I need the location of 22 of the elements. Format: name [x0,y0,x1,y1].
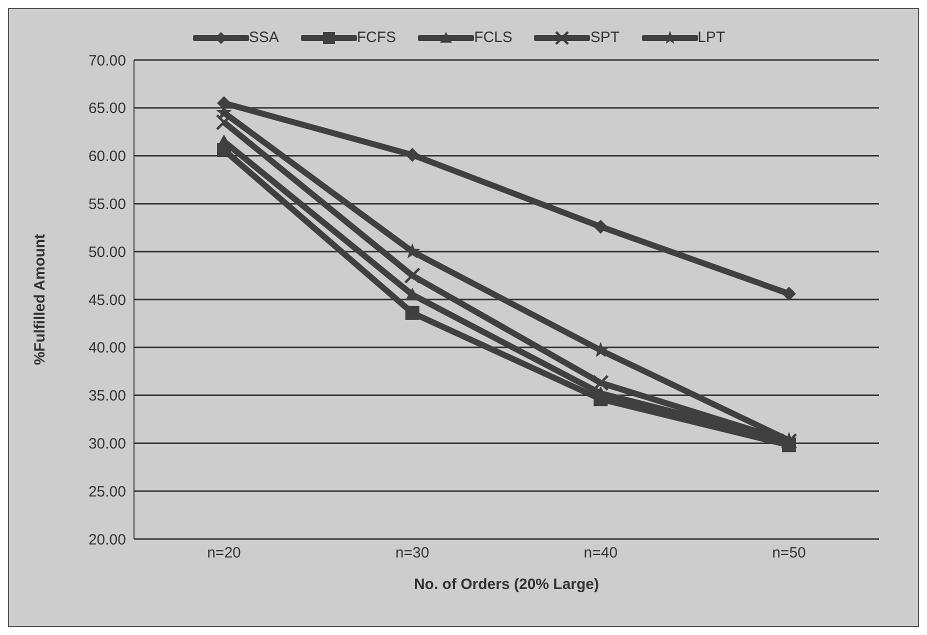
y-tick-label: 35.00 [88,388,126,405]
y-tick-label: 45.00 [88,292,126,309]
x-tick-label: n=50 [772,544,806,562]
legend-label: FCLS [474,29,512,46]
y-tick-label: 60.00 [88,148,126,166]
x-tick-label: n=20 [207,544,241,562]
x-axis-title: No. of Orders (20% Large) [414,576,600,593]
legend-label: LPT [698,29,726,46]
legend-label: SSA [248,29,279,46]
y-tick-label: 55.00 [88,196,126,214]
legend-label: SPT [590,29,620,46]
y-tick-label: 20.00 [88,531,126,548]
y-tick-label: 50.00 [88,244,126,261]
y-tick-label: 25.00 [88,483,126,500]
legend-label: FCFS [356,29,396,46]
y-tick-label: 70.00 [88,52,126,70]
y-tick-label: 65.00 [88,100,126,118]
y-tick-label: 30.00 [88,436,126,453]
y-tick-label: 40.00 [88,340,126,357]
x-tick-label: n=30 [395,544,430,562]
x-tick-label: n=40 [584,544,618,562]
y-axis-title: %Fulfilled Amount [31,234,48,366]
